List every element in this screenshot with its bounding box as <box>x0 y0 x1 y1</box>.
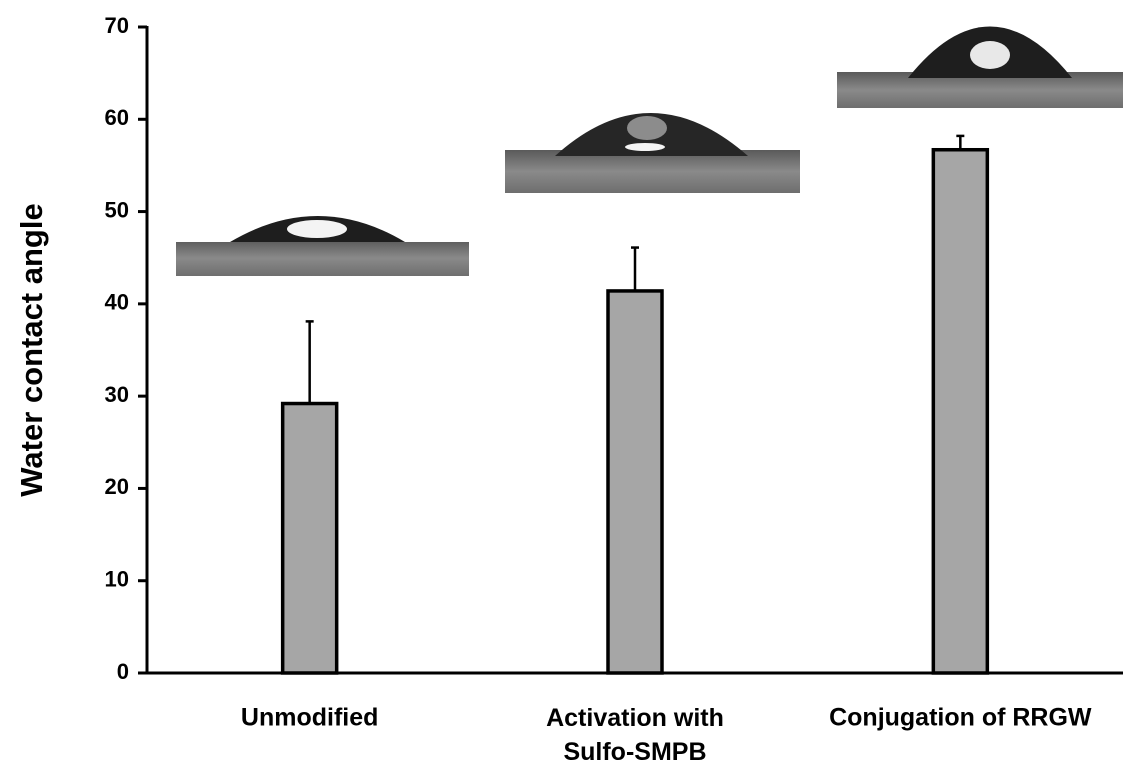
y-tick-label: 0 <box>117 659 129 684</box>
y-tick-label: 50 <box>105 197 129 222</box>
y-tick-label: 60 <box>105 105 129 130</box>
droplet-image <box>505 113 800 193</box>
bar <box>283 404 337 673</box>
y-tick-label: 20 <box>105 474 129 499</box>
chart: Water contact angle 0 10 20 30 40 50 60 70 Unmod… <box>0 0 1123 774</box>
bar <box>933 150 987 673</box>
y-axis-label: Water contact angle <box>14 203 49 496</box>
bar <box>608 291 662 673</box>
y-tick-label: 10 <box>105 567 129 592</box>
y-tick-label: 30 <box>105 382 129 407</box>
x-tick-label: Unmodified <box>241 704 379 732</box>
droplet-image <box>837 27 1123 109</box>
y-tick-label: 40 <box>105 290 129 315</box>
y-tick-label: 70 <box>105 13 129 38</box>
droplet-image <box>176 208 469 276</box>
page: {"chart_data": {"type": "bar", "y_label"… <box>0 0 1123 774</box>
x-tick-label: Conjugation of RRGW <box>829 704 1092 732</box>
